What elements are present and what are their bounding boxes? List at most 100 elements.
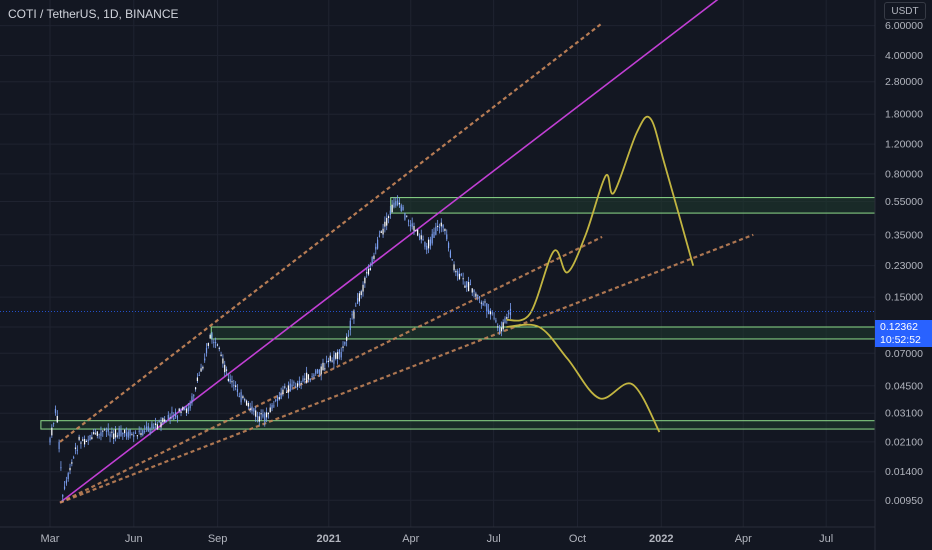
- candle-body: [427, 239, 430, 249]
- time-tick-label: Jul: [487, 533, 501, 545]
- candle-body: [488, 309, 490, 315]
- candle-body: [342, 346, 344, 348]
- candle-body: [464, 285, 466, 288]
- price-tick-label: 0.15000: [885, 292, 923, 304]
- candle-body: [360, 291, 362, 296]
- candle-body: [286, 391, 288, 393]
- candle-body: [468, 282, 470, 292]
- candle-body: [276, 396, 279, 402]
- candle-body: [262, 414, 264, 417]
- time-tick-label: Jun: [125, 533, 143, 545]
- candle-body: [478, 296, 481, 299]
- candle-body: [437, 225, 439, 227]
- candle-body: [404, 213, 406, 220]
- candle-body: [160, 422, 162, 428]
- candle-body: [193, 395, 195, 397]
- candle-body: [340, 352, 342, 358]
- candle-body: [460, 274, 462, 276]
- upper-channel-dashed: [59, 22, 603, 443]
- candle-body: [202, 366, 204, 369]
- candle-body: [444, 228, 446, 232]
- candle-body: [129, 429, 131, 436]
- candle-body: [76, 449, 78, 451]
- candle-body: [60, 467, 62, 469]
- candle-body: [94, 433, 97, 435]
- candle-body: [440, 222, 442, 227]
- projection-bearish: [506, 323, 661, 433]
- candle-body: [116, 435, 118, 437]
- candle-body: [100, 432, 102, 436]
- candle-body: [400, 205, 402, 212]
- candle-body: [389, 210, 391, 215]
- candle-body: [386, 217, 388, 226]
- time-axis: Mar Jun Sep 2021 Apr Jul Oct 2022 Apr Jul: [0, 526, 875, 545]
- candle-body: [247, 402, 249, 407]
- candle-body: [62, 495, 64, 497]
- currency-unit-label[interactable]: USDT: [884, 2, 926, 20]
- candle-body: [435, 226, 437, 235]
- candle-body: [85, 440, 87, 442]
- candle-body: [471, 288, 473, 293]
- candle-body: [449, 251, 451, 258]
- candle-body: [67, 473, 69, 480]
- candle-body: [409, 225, 411, 227]
- candle-body: [369, 268, 371, 271]
- candle-body: [307, 374, 310, 380]
- support-resistance-zone: [390, 197, 876, 214]
- candle-body: [306, 372, 308, 383]
- candle-body: [49, 438, 51, 443]
- candle-body: [375, 246, 377, 250]
- candle-body: [371, 257, 373, 263]
- candle-body: [83, 439, 86, 445]
- time-tick-label: Sep: [208, 533, 228, 545]
- candle-body: [169, 417, 171, 419]
- candle-body: [495, 319, 497, 322]
- candle-body: [54, 408, 57, 413]
- candle-body: [93, 432, 95, 435]
- candle-body: [198, 374, 200, 376]
- candle-body: [180, 411, 182, 413]
- candles: [49, 195, 512, 502]
- candle-body: [255, 410, 257, 417]
- candle-body: [508, 312, 510, 314]
- candle-body: [138, 430, 140, 432]
- trendlines: [59, 0, 754, 504]
- candle-body: [164, 419, 166, 422]
- candle-body: [291, 384, 293, 387]
- candle-body: [120, 429, 122, 436]
- candle-body: [153, 426, 155, 428]
- candle-body: [125, 432, 128, 437]
- candle-body: [355, 305, 357, 307]
- candle-body: [158, 421, 160, 423]
- candle-body: [420, 235, 422, 240]
- candle-body: [147, 426, 149, 432]
- candle-body: [398, 202, 401, 205]
- candle-body: [289, 383, 291, 392]
- candle-body: [63, 486, 66, 489]
- candle-body: [102, 430, 104, 432]
- candle-body: [154, 423, 157, 425]
- candle-body: [309, 378, 311, 381]
- candle-body: [431, 233, 433, 244]
- price-tick-label: 0.00950: [885, 495, 923, 507]
- candle-body: [438, 227, 441, 229]
- candle-body: [151, 423, 153, 429]
- candle-body: [113, 433, 115, 440]
- candle-body: [402, 206, 404, 210]
- candle-body: [173, 417, 175, 420]
- candle-body: [380, 231, 382, 234]
- candle-body: [91, 437, 93, 440]
- main-trendline: [59, 0, 719, 504]
- candle-body: [89, 435, 91, 441]
- candle-body: [271, 404, 273, 409]
- candle-body: [475, 293, 477, 297]
- candle-body: [457, 270, 459, 277]
- candle-body: [353, 310, 355, 319]
- candle-body: [486, 303, 488, 312]
- price-tick-label: 9.00000: [885, 0, 923, 2]
- candle-body: [364, 277, 366, 284]
- candle-body: [114, 429, 117, 438]
- candle-body: [245, 400, 248, 406]
- candle-body: [489, 311, 492, 315]
